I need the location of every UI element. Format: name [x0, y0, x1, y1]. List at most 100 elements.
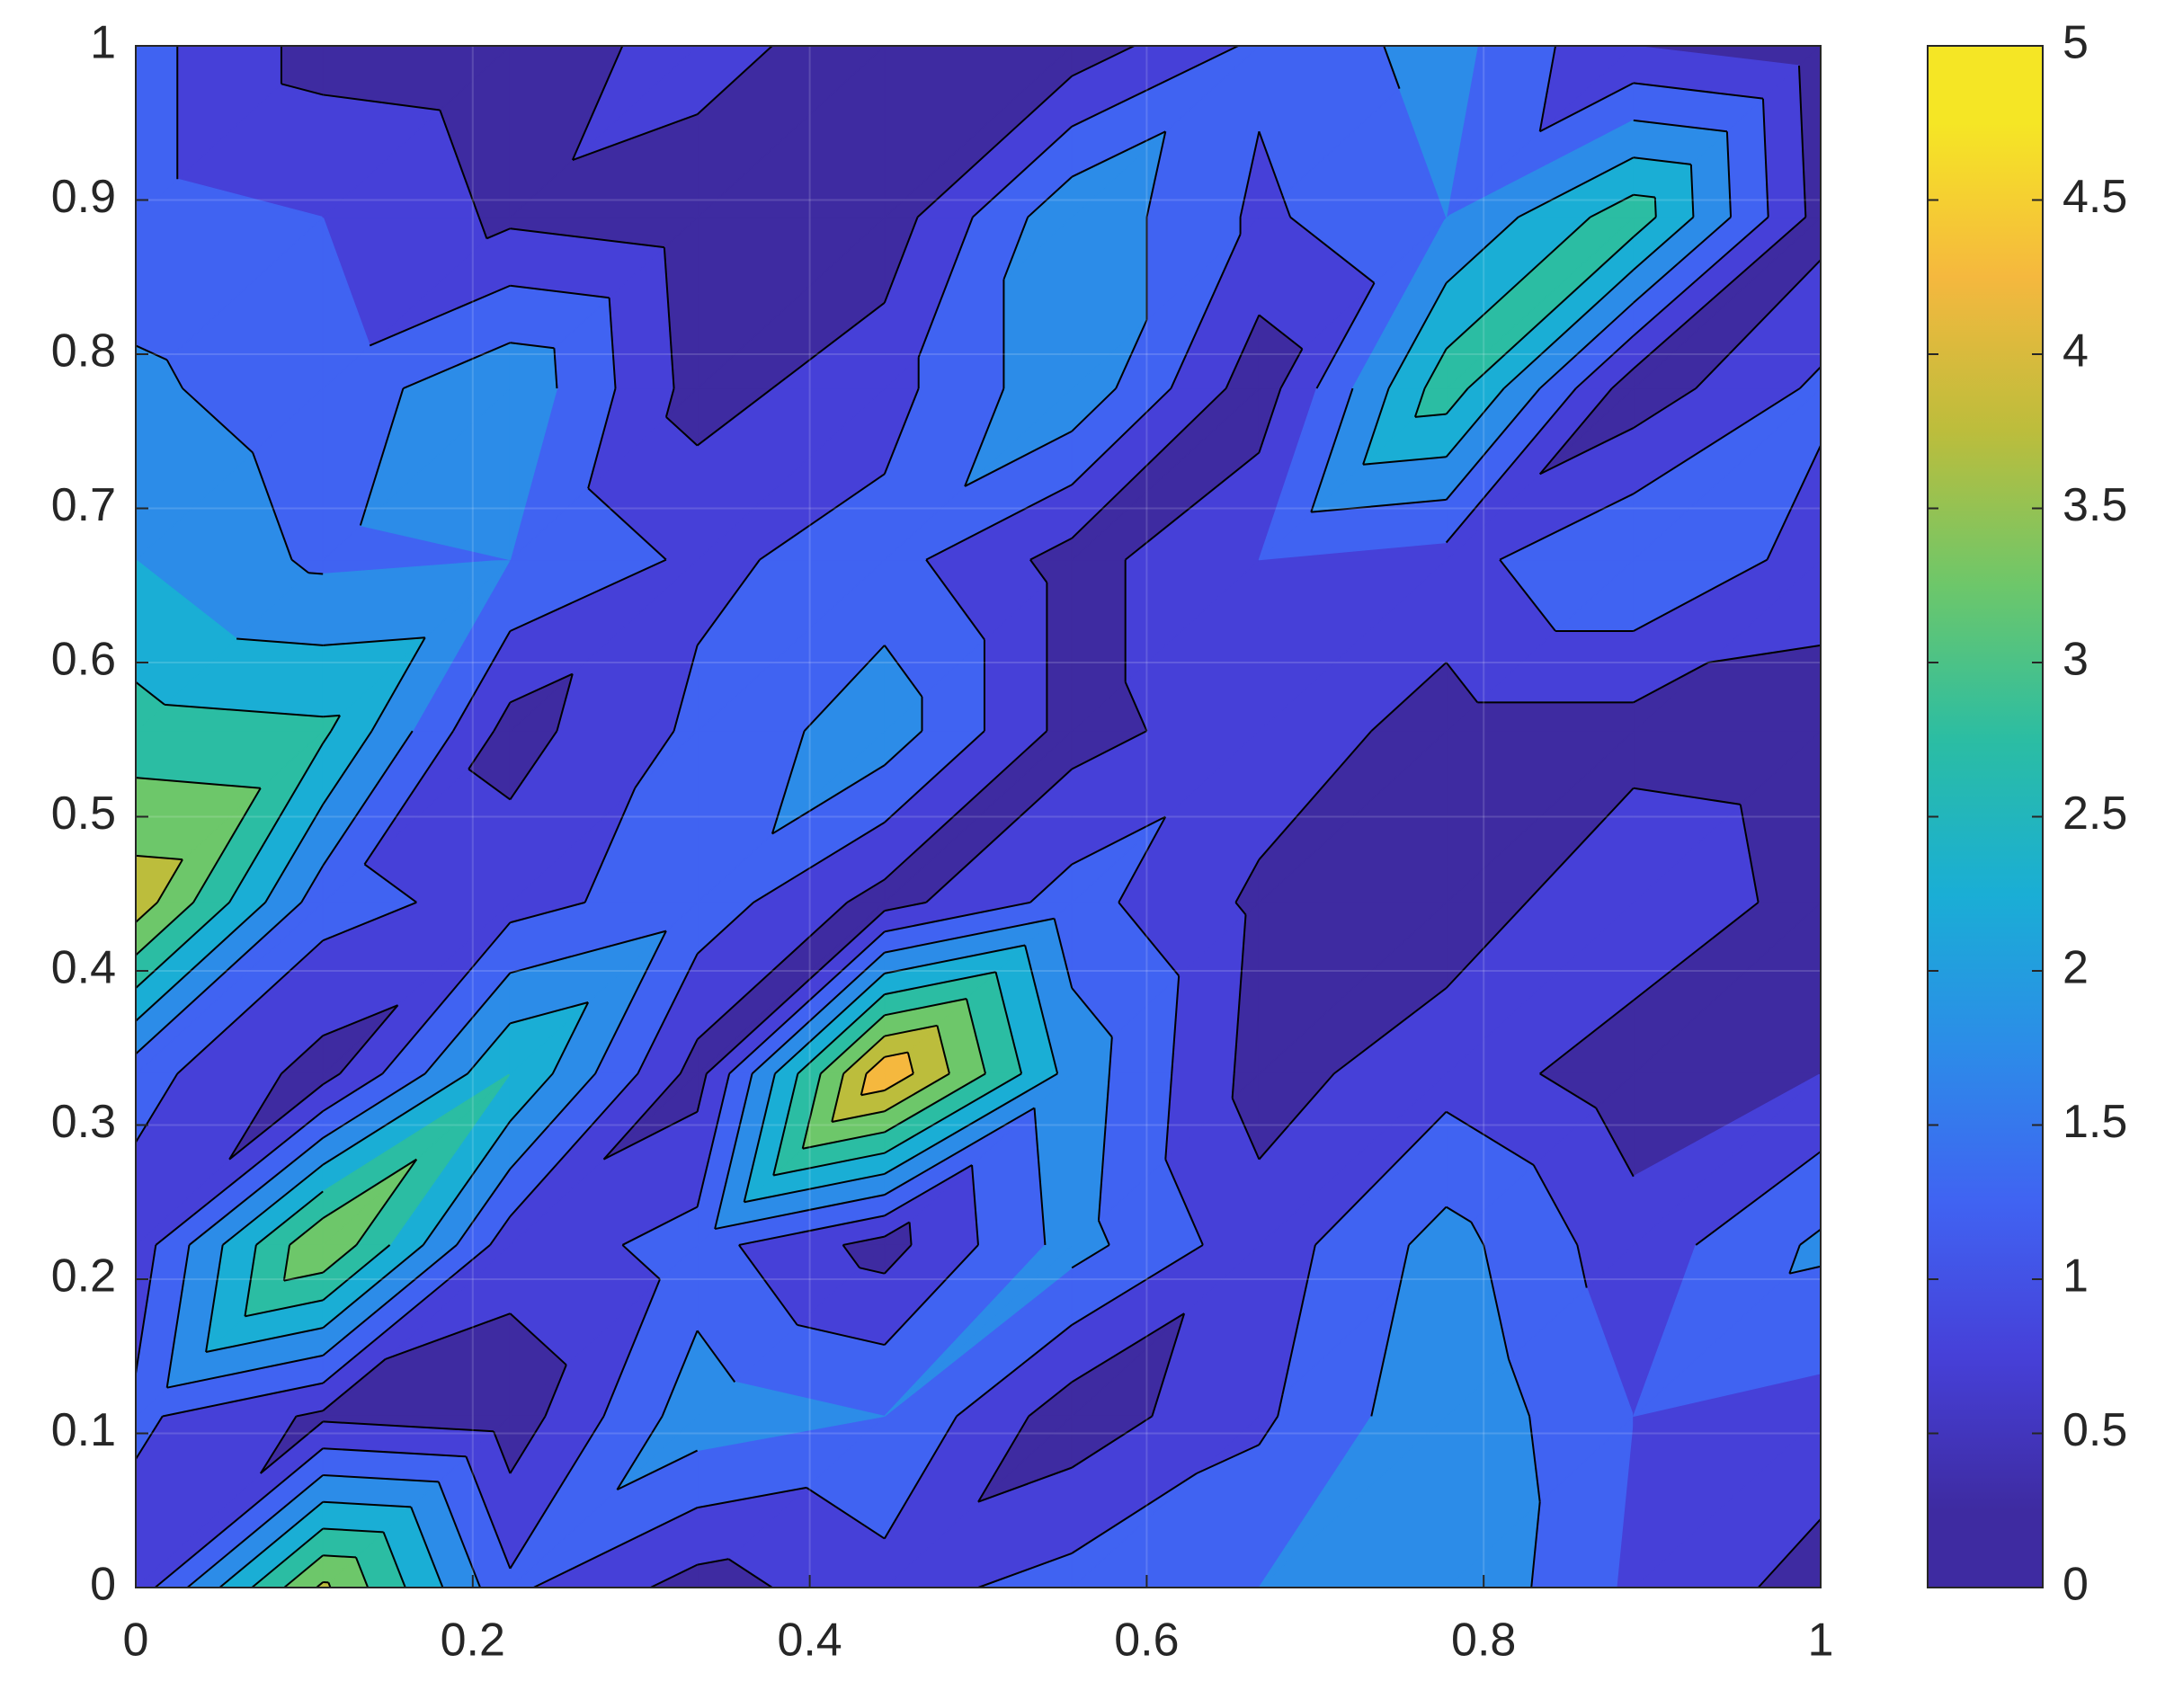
- contour-line: [679, 1038, 699, 1074]
- contour-line: [135, 902, 194, 956]
- contour-line: [774, 973, 886, 1075]
- contour-line: [1315, 282, 1376, 389]
- contour-line: [1071, 387, 1172, 485]
- contour-line: [264, 804, 325, 903]
- contour-line: [1611, 368, 1635, 389]
- contour-line: [322, 1244, 424, 1329]
- contour-line: [696, 387, 773, 447]
- contour-line: [1633, 193, 1655, 199]
- contour-line: [1231, 1098, 1261, 1161]
- contour-line: [1576, 1244, 1588, 1288]
- contour-line: [1445, 216, 1591, 350]
- contour-line: [509, 558, 667, 632]
- contour-line: [1024, 945, 1059, 1074]
- contour-line: [1234, 858, 1261, 903]
- contour-line: [802, 1131, 886, 1150]
- contour-line: [532, 1507, 699, 1588]
- contour-line: [1532, 1164, 1579, 1246]
- contour-line: [908, 1222, 913, 1246]
- x-tick-label: 0.4: [777, 1615, 842, 1667]
- contour-line: [509, 1415, 547, 1474]
- contour-line: [1071, 387, 1117, 432]
- contour-line: [616, 1449, 699, 1491]
- colorbar-tick-label: 2: [2063, 942, 2089, 994]
- contour-line: [135, 902, 266, 1022]
- contour-line: [322, 1244, 458, 1357]
- y-tick-label: 0.5: [51, 787, 116, 840]
- colorbar-tick-label: 4.5: [2063, 171, 2127, 223]
- contour-line: [465, 1455, 512, 1570]
- contour-line: [1071, 815, 1166, 866]
- contour-line: [330, 715, 341, 732]
- contour-line: [510, 284, 610, 299]
- contour-line: [1281, 1244, 1316, 1395]
- y-tick-label: 0.1: [51, 1404, 116, 1456]
- contour-line: [322, 1244, 358, 1274]
- contour-line: [363, 730, 454, 866]
- contour-line: [359, 387, 405, 526]
- colorbar-tick-label: 5: [2063, 17, 2089, 69]
- contour-line: [135, 1072, 179, 1143]
- contour-line: [1446, 1110, 1535, 1166]
- contour-line: [1739, 804, 1760, 903]
- contour-line: [884, 998, 967, 1017]
- contour-line: [1528, 1416, 1541, 1502]
- contour-line: [135, 902, 158, 923]
- contour-line: [1526, 787, 1635, 903]
- contour-line: [797, 993, 886, 1075]
- contour-line: [884, 1051, 909, 1058]
- contour-line: [1279, 348, 1304, 389]
- contour-line: [1689, 164, 1695, 218]
- contour-line: [486, 227, 511, 240]
- colorbar-tick-label: 3.5: [2063, 479, 2127, 531]
- contour-line: [509, 730, 558, 800]
- contour-line: [228, 1083, 324, 1161]
- contour-line: [1445, 902, 1528, 989]
- contour-line: [1151, 1312, 1186, 1417]
- contour-line: [1695, 1151, 1822, 1246]
- contour-line: [322, 1358, 387, 1412]
- contour-line: [1633, 119, 1728, 133]
- contour-line: [1799, 366, 1822, 389]
- contour-line: [509, 1072, 596, 1170]
- contour-line: [1171, 975, 1181, 1074]
- contour-line: [925, 768, 1073, 903]
- contour-line: [1518, 156, 1635, 218]
- contour-line: [1633, 156, 1691, 165]
- contour-line: [1413, 387, 1426, 418]
- contour-line: [381, 921, 512, 1075]
- contour-line: [188, 1137, 324, 1246]
- contour-line: [1071, 987, 1113, 1038]
- contour-line: [228, 1072, 282, 1161]
- contour-line: [410, 1506, 444, 1588]
- contour-line: [728, 930, 886, 1075]
- contour-line: [1277, 1394, 1284, 1417]
- contour-line: [1314, 1111, 1448, 1246]
- contour-line: [917, 217, 974, 358]
- contour-line: [244, 1244, 257, 1317]
- contour-line: [697, 1486, 807, 1509]
- contour-line: [661, 1330, 699, 1417]
- contour-line: [883, 1415, 958, 1540]
- contour-line: [1797, 65, 1807, 218]
- contour-line: [1071, 1415, 1153, 1469]
- contour-line: [1125, 451, 1261, 561]
- contour-line: [977, 1415, 1029, 1503]
- contour-line: [135, 681, 165, 706]
- contour-line: [370, 636, 426, 732]
- contour-line: [1633, 82, 1764, 100]
- contour-line: [403, 342, 511, 389]
- contour-line: [1633, 662, 1709, 704]
- contour-line: [696, 1073, 708, 1112]
- contour-line: [154, 1447, 324, 1588]
- contour-line: [135, 1244, 157, 1374]
- contour-line: [1761, 98, 1769, 218]
- contour-line: [283, 1271, 324, 1282]
- contour-line: [884, 1024, 938, 1037]
- contour-line: [437, 1481, 482, 1588]
- contour-line: [493, 1430, 512, 1474]
- contour-line: [751, 951, 886, 1075]
- contour-line: [1281, 195, 1292, 218]
